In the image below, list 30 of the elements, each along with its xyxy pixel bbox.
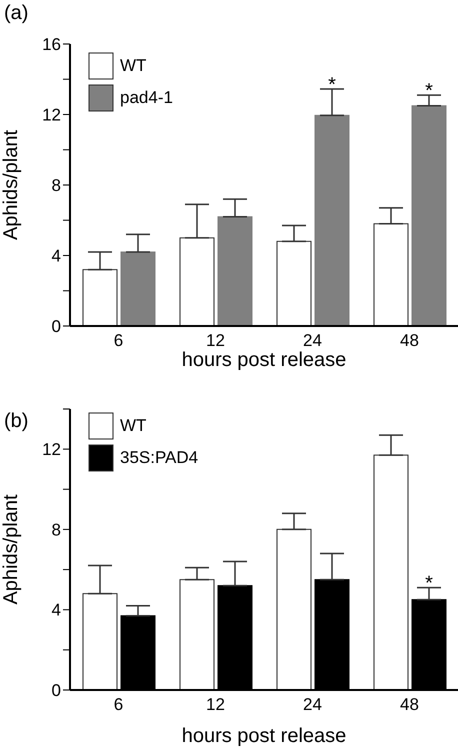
y-tick-label: 4 [52, 600, 61, 620]
annotation: * [425, 80, 434, 102]
legend-label: pad4-1 [120, 88, 173, 108]
y-tick-label: 4 [52, 246, 61, 266]
x-tick-label: 12 [206, 331, 225, 350]
y-axis-title: Aphids/plant [0, 130, 22, 240]
y-tick-label: 8 [52, 520, 61, 540]
chart-title: (b) [4, 410, 28, 433]
legend-label: WT [120, 56, 146, 76]
x-tick-label: 24 [303, 695, 322, 714]
y-axis-title: Aphids/plant [0, 494, 22, 605]
chart-title: (a) [4, 2, 28, 25]
legend-label: 35S:PAD4 [120, 448, 198, 468]
legend-label: WT [120, 416, 146, 436]
annotation: * [328, 74, 336, 96]
x-tick-label: 6 [114, 695, 124, 714]
y-tick-label: 16 [42, 35, 61, 54]
x-axis-title: hours post release [182, 349, 346, 371]
y-tick-label: 12 [42, 106, 61, 125]
x-tick-label: 12 [206, 695, 225, 714]
x-tick-label: 48 [400, 695, 419, 714]
x-axis-title: hours post release [182, 725, 346, 747]
y-tick-label: 8 [52, 176, 61, 196]
x-tick-label: 48 [400, 331, 419, 350]
x-tick-label: 6 [114, 331, 124, 350]
x-tick-label: 24 [303, 331, 322, 350]
annotation: * [425, 572, 434, 595]
y-tick-label: 0 [52, 317, 61, 336]
y-tick-label: 12 [42, 440, 61, 460]
y-tick-label: 0 [52, 681, 61, 700]
